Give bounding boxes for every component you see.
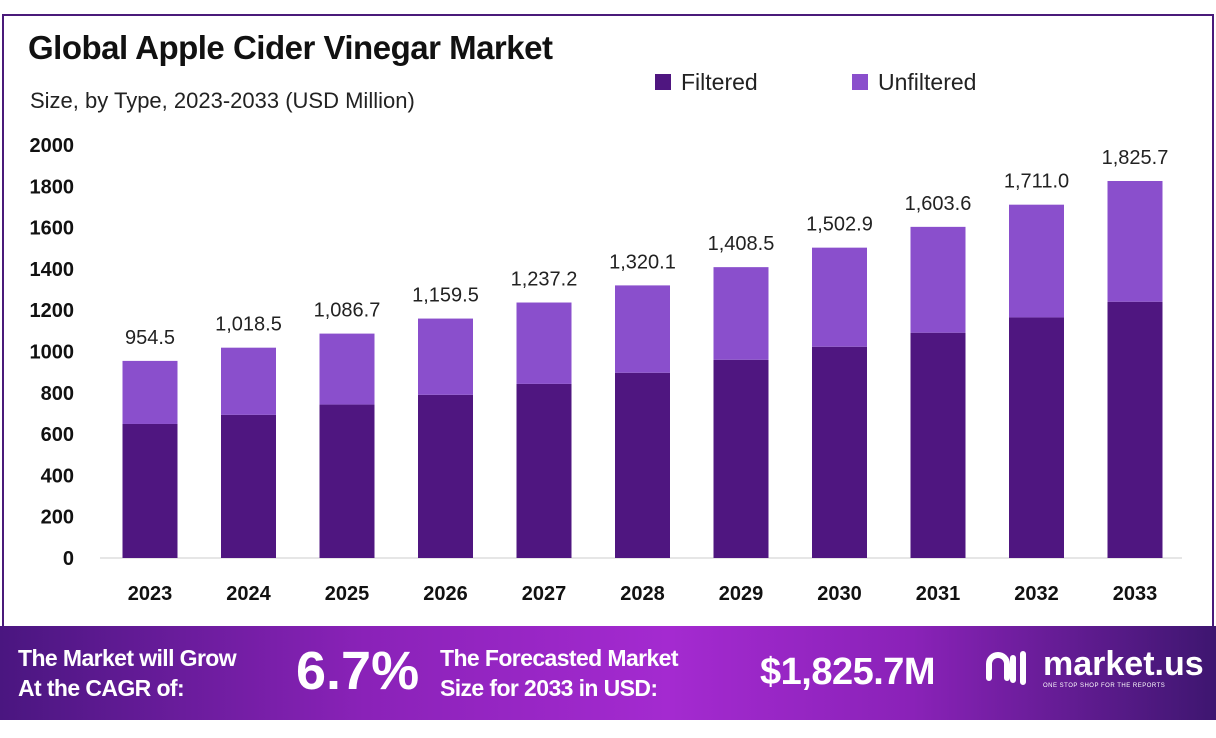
bar-unfiltered-2025 bbox=[319, 333, 375, 405]
bar-unfiltered-2031 bbox=[910, 226, 966, 333]
bar-chart: 0 200 400 600 800 1000 1200 1400 1600 1800 2000 954… bbox=[30, 135, 1182, 605]
x-tick-label: 2028 bbox=[620, 583, 665, 605]
legend-label-filtered: Filtered bbox=[681, 69, 758, 95]
bar-unfiltered-2032 bbox=[1009, 204, 1064, 318]
chart-title: Global Apple Cider Vinegar Market bbox=[28, 29, 553, 66]
x-tick-label: 2030 bbox=[817, 583, 862, 605]
data-label-2031: 1,603.6 bbox=[905, 193, 972, 215]
bar-filtered-2032 bbox=[1009, 317, 1064, 558]
forecast-caption: The Forecasted Market Size for 2033 in US… bbox=[440, 643, 679, 703]
bar-unfiltered-2024 bbox=[221, 347, 276, 415]
bar-filtered-2023 bbox=[122, 423, 178, 558]
y-tick-label: 0 bbox=[63, 548, 74, 570]
cagr-caption-line2: At the CAGR of: bbox=[18, 675, 185, 701]
data-label-2023: 954.5 bbox=[125, 327, 175, 349]
footer-banner: The Market will Grow At the CAGR of: 6.7%… bbox=[0, 626, 1216, 720]
bar-filtered-2025 bbox=[319, 404, 375, 558]
x-tick-label: 2025 bbox=[325, 583, 370, 605]
x-tick-label: 2032 bbox=[1014, 583, 1059, 605]
bar-filtered-2029 bbox=[713, 359, 769, 558]
legend-swatch-unfiltered bbox=[852, 74, 868, 90]
chart-subtitle: Size, by Type, 2023-2033 (USD Million) bbox=[30, 88, 415, 113]
bar-filtered-2028 bbox=[615, 372, 670, 558]
forecast-caption-line1: The Forecasted Market bbox=[440, 645, 679, 671]
data-label-2024: 1,018.5 bbox=[215, 314, 282, 336]
bar-unfiltered-2027 bbox=[516, 302, 572, 384]
legend-item-filtered: Filtered bbox=[655, 70, 758, 94]
bar-unfiltered-2023 bbox=[122, 360, 178, 424]
y-tick-label: 1400 bbox=[30, 259, 75, 281]
data-label-2026: 1,159.5 bbox=[412, 285, 479, 307]
cagr-value: 6.7% bbox=[296, 641, 420, 701]
y-tick-label: 1800 bbox=[30, 176, 75, 198]
legend-swatch-filtered bbox=[655, 74, 671, 90]
y-tick-label: 1000 bbox=[30, 342, 75, 364]
y-tick-label: 1600 bbox=[30, 218, 75, 240]
bar-filtered-2033 bbox=[1107, 301, 1163, 558]
forecast-value: $1,825.7M bbox=[760, 651, 936, 693]
bar-filtered-2026 bbox=[418, 394, 473, 558]
data-label-2032: 1,711.0 bbox=[1004, 171, 1069, 193]
data-label-2027: 1,237.2 bbox=[511, 269, 578, 291]
data-label-2025: 1,086.7 bbox=[314, 300, 381, 322]
x-tick-label: 2031 bbox=[916, 583, 961, 605]
x-tick-label: 2029 bbox=[719, 583, 764, 605]
logo-text: market.us bbox=[1043, 645, 1204, 683]
cagr-caption: The Market will Grow At the CAGR of: bbox=[18, 643, 237, 703]
forecast-caption-line2: Size for 2033 in USD: bbox=[440, 675, 658, 701]
y-tick-label: 1200 bbox=[30, 300, 75, 322]
x-tick-label: 2027 bbox=[522, 583, 567, 605]
y-tick-label: 600 bbox=[41, 424, 74, 446]
bar-filtered-2031 bbox=[910, 332, 966, 558]
legend-label-unfiltered: Unfiltered bbox=[878, 69, 977, 95]
x-tick-label: 2023 bbox=[128, 583, 173, 605]
data-label-2030: 1,502.9 bbox=[806, 214, 873, 236]
bar-unfiltered-2029 bbox=[713, 267, 769, 360]
bar-filtered-2027 bbox=[516, 383, 572, 558]
x-tick-label: 2026 bbox=[423, 583, 468, 605]
data-label-2029: 1,408.5 bbox=[708, 233, 775, 255]
cagr-caption-line1: The Market will Grow bbox=[18, 645, 237, 671]
y-tick-label: 800 bbox=[41, 383, 74, 405]
data-label-2028: 1,320.1 bbox=[609, 251, 676, 273]
bar-unfiltered-2033 bbox=[1107, 180, 1163, 302]
y-tick-label: 2000 bbox=[30, 135, 75, 157]
bar-unfiltered-2028 bbox=[615, 285, 670, 373]
bar-unfiltered-2026 bbox=[418, 318, 473, 395]
logo-tagline: ONE STOP SHOP FOR THE REPORTS bbox=[1043, 683, 1166, 689]
x-tick-label: 2033 bbox=[1113, 583, 1158, 605]
market-us-logo: market.us ONE STOP SHOP FOR THE REPORTS bbox=[985, 646, 1204, 690]
bar-filtered-2024 bbox=[221, 414, 276, 558]
logo-icon bbox=[986, 651, 1026, 685]
x-tick-label: 2024 bbox=[226, 583, 271, 605]
y-tick-label: 400 bbox=[41, 465, 74, 487]
bar-filtered-2030 bbox=[812, 346, 867, 558]
data-label-2033: 1,825.7 bbox=[1102, 147, 1169, 169]
legend-item-unfiltered: Unfiltered bbox=[852, 70, 976, 94]
bar-unfiltered-2030 bbox=[812, 247, 867, 347]
y-tick-label: 200 bbox=[41, 507, 74, 529]
